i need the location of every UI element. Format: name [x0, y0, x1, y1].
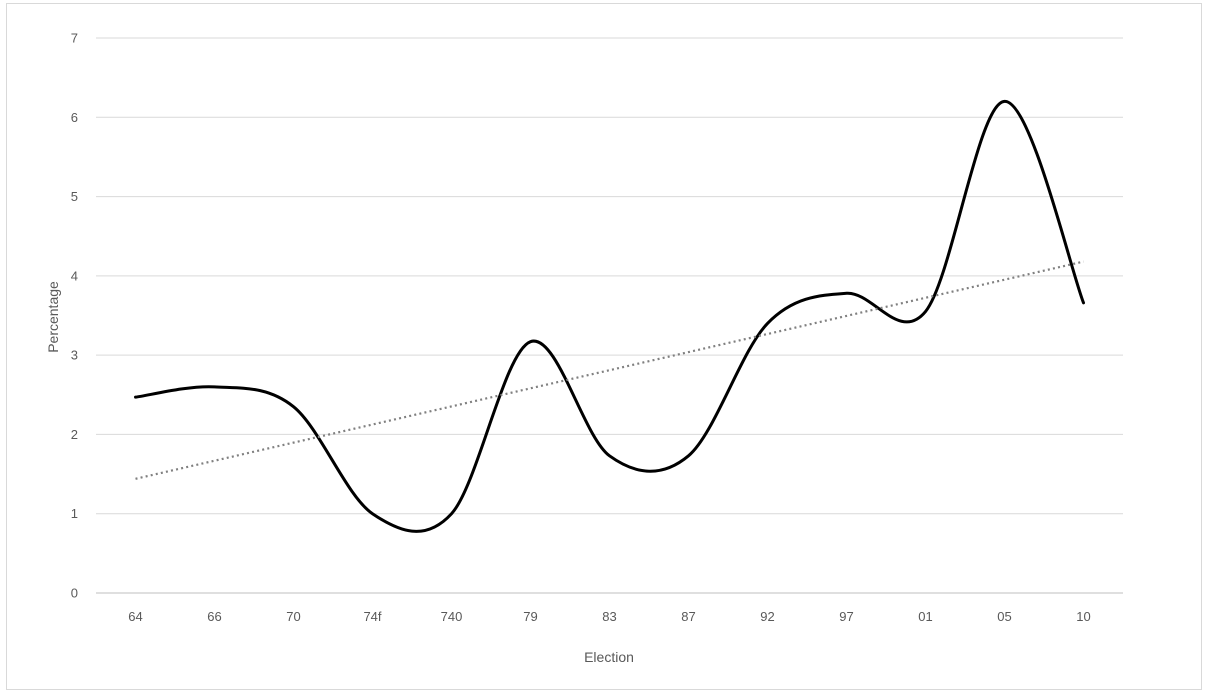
y-tick-label: 7 — [71, 31, 78, 46]
y-tick-label: 0 — [71, 586, 78, 601]
x-tick-label: 74f — [363, 609, 381, 624]
y-tick-label: 1 — [71, 506, 78, 521]
x-tick-label: 66 — [207, 609, 221, 624]
x-tick-label: 05 — [997, 609, 1011, 624]
gridlines — [96, 37, 1123, 594]
y-tick-label: 2 — [71, 427, 78, 442]
x-axis-title: Election — [584, 649, 634, 665]
series-line — [134, 99, 1085, 533]
y-axis-title: Percentage — [45, 281, 61, 353]
x-tick-label: 70 — [286, 609, 300, 624]
x-tick-labels: 64 66 70 74f 740 79 83 87 92 97 01 05 10 — [128, 609, 1090, 624]
series-lines — [134, 99, 1085, 533]
y-tick-label: 4 — [71, 268, 78, 283]
x-tick-label: 01 — [918, 609, 932, 624]
y-tick-label: 6 — [71, 110, 78, 125]
trendline — [135, 260, 1084, 480]
x-tick-label: 64 — [128, 609, 142, 624]
y-tick-labels: 0 1 2 3 4 5 6 7 — [71, 31, 78, 601]
x-tick-label: 92 — [760, 609, 774, 624]
x-tick-label: 10 — [1076, 609, 1090, 624]
x-tick-label: 87 — [681, 609, 695, 624]
x-tick-label: 97 — [839, 609, 853, 624]
y-tick-label: 5 — [71, 189, 78, 204]
y-tick-label: 3 — [71, 348, 78, 363]
x-tick-label: 79 — [523, 609, 537, 624]
x-tick-label: 83 — [602, 609, 616, 624]
x-tick-label: 740 — [441, 609, 463, 624]
